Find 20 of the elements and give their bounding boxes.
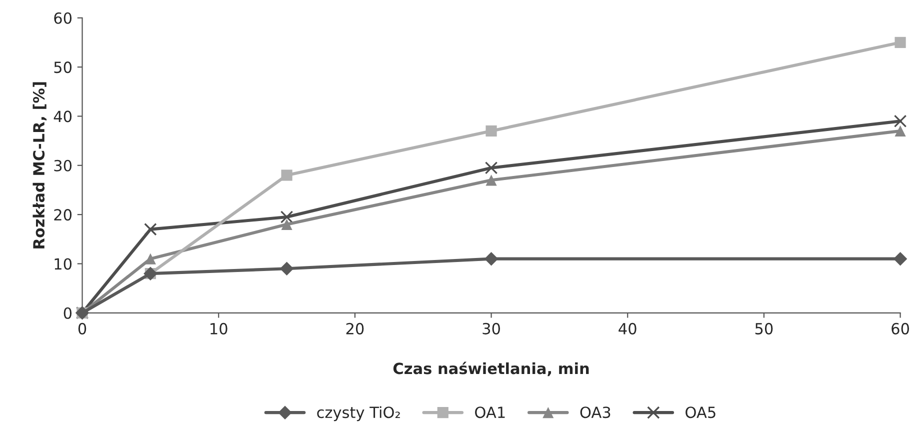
legend-label: OA1 bbox=[475, 406, 505, 418]
legend-label: OA5 bbox=[686, 406, 716, 418]
y-tick-label: 10 bbox=[54, 258, 72, 270]
legend-label: czysty TiO₂ bbox=[317, 406, 400, 422]
x-tick-label: 10 bbox=[210, 322, 228, 334]
x-tick-label: 40 bbox=[618, 322, 636, 334]
x-tick-label: 60 bbox=[892, 322, 909, 334]
x-tick-label: 0 bbox=[78, 322, 86, 334]
x-tick-label: 30 bbox=[482, 322, 500, 334]
x-tick-label: 50 bbox=[755, 322, 773, 334]
y-axis-title: Rozkład MC-LR, [%] bbox=[32, 82, 47, 248]
y-tick-label: 40 bbox=[54, 110, 72, 122]
x-tick-label: 20 bbox=[346, 322, 364, 334]
y-tick-label: 0 bbox=[64, 307, 72, 319]
legend-label: OA3 bbox=[580, 406, 610, 418]
y-tick-label: 20 bbox=[54, 209, 72, 221]
y-tick-label: 30 bbox=[54, 160, 72, 172]
y-tick-label: 60 bbox=[54, 12, 72, 24]
x-axis-title: Czas naświetlania, min bbox=[393, 362, 589, 376]
y-tick-label: 50 bbox=[54, 62, 72, 74]
